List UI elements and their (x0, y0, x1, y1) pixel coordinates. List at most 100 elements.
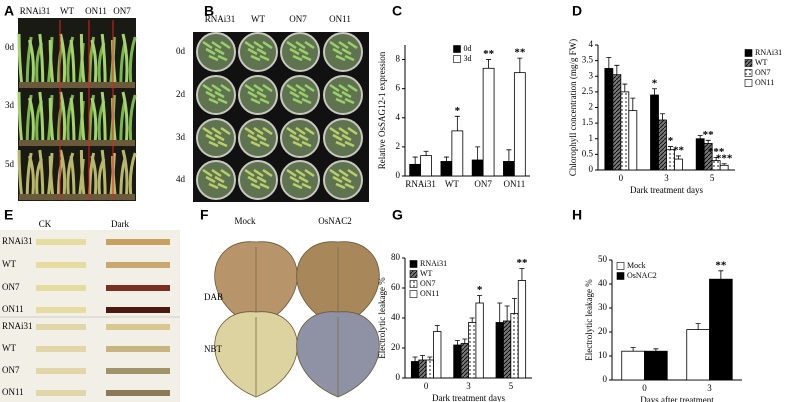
photo (0, 230, 180, 402)
petri-dish (323, 118, 363, 158)
strip (106, 390, 170, 396)
y-tick-label: 6 (396, 83, 401, 93)
row-label: 5d (5, 159, 15, 169)
leaf-piece (347, 40, 358, 50)
leaf-piece (262, 83, 273, 93)
leaf-piece (220, 168, 231, 178)
leaf-piece (286, 83, 297, 93)
error-bar (506, 149, 512, 162)
petri-dish (280, 160, 320, 200)
bar (517, 280, 527, 379)
error-bar (469, 317, 475, 323)
leaf-piece (304, 168, 315, 178)
significance-label: * (477, 284, 483, 296)
legend-swatch (616, 262, 625, 270)
row-label: 2d (176, 89, 186, 99)
leaf-piece (286, 168, 297, 178)
strip (106, 368, 170, 374)
leaf-piece (295, 40, 306, 50)
petri-dish (323, 160, 363, 200)
petri-dish (280, 118, 320, 158)
leaf-piece (304, 40, 315, 50)
legend-swatch (744, 69, 753, 77)
row-label: WT (2, 343, 16, 353)
leaf-piece (211, 168, 222, 178)
error-bar (614, 64, 620, 75)
leaf-piece (289, 90, 300, 99)
y-tick-label: 0.5 (582, 148, 594, 158)
strip (106, 346, 170, 352)
leaf-piece (211, 126, 222, 136)
leaf-piece (286, 40, 297, 50)
leaf-piece (301, 140, 312, 148)
bar (460, 343, 469, 379)
legend-label: RNAi31 (755, 48, 782, 57)
leaf-piece (250, 97, 261, 105)
y-tick-label: 40 (598, 278, 608, 288)
legend-swatch (409, 260, 418, 268)
leaf-piece (332, 90, 343, 99)
leaf-piece (301, 182, 312, 190)
error-bar (675, 155, 681, 160)
bar (451, 130, 464, 177)
leaf-piece (220, 40, 231, 50)
bar (604, 68, 614, 171)
y-tick-label: 0 (396, 372, 401, 382)
significance-label: ** (673, 144, 685, 156)
strip (36, 324, 86, 330)
leaf-piece (202, 126, 213, 136)
petri-dish (238, 75, 278, 115)
x-tick-label: WT (445, 179, 459, 189)
petri-dish (280, 32, 320, 72)
leaf-piece (289, 47, 300, 56)
column-label: Mock (235, 216, 256, 226)
leaf-piece (298, 90, 309, 99)
legend-swatch (409, 290, 418, 298)
column-label: WT (251, 14, 265, 24)
leaf-piece (332, 175, 343, 184)
error-bar (697, 135, 703, 139)
significance-label: ** (483, 48, 495, 60)
panel-letter: D (572, 3, 582, 19)
x-tick-label: 3 (664, 173, 669, 183)
row-label: ON11 (2, 387, 24, 397)
leaf-piece (292, 140, 303, 148)
strip (36, 285, 86, 291)
significance-label: ** (715, 259, 727, 271)
x-tick-label: ON11 (504, 179, 526, 189)
leaf-piece (329, 83, 340, 93)
leaf-piece (298, 133, 309, 142)
row-label: 3d (5, 100, 15, 110)
petri-dish (280, 75, 320, 115)
strip (106, 324, 170, 330)
bar (482, 67, 495, 177)
leaf-piece (335, 97, 346, 105)
error-bar (695, 323, 701, 330)
petri-dish (238, 160, 278, 200)
x-tick-label: 0 (642, 383, 647, 393)
y-tick-label: 1.5 (582, 117, 594, 127)
y-tick-label: 10 (598, 350, 608, 360)
column-label: ON11 (85, 6, 107, 16)
x-tick-label: 5 (509, 381, 514, 391)
leaf-piece (259, 182, 270, 190)
error-bar (434, 325, 440, 332)
bar (658, 119, 667, 171)
bar (420, 155, 432, 177)
row-label: ON7 (2, 365, 20, 375)
leaf-piece (347, 126, 358, 136)
bar (495, 322, 504, 379)
leaf-piece (220, 83, 231, 93)
error-bar (653, 348, 659, 352)
error-bar (462, 338, 468, 344)
row-label: RNAi31 (2, 321, 33, 331)
tray (19, 140, 135, 146)
legend-swatch (453, 45, 461, 53)
leaf-piece (202, 40, 213, 50)
leaf-piece (262, 126, 273, 136)
bar (433, 331, 442, 379)
bar (503, 161, 515, 177)
leaf-piece (344, 97, 355, 105)
leaf-piece (304, 83, 315, 93)
petri-dish (196, 32, 236, 72)
